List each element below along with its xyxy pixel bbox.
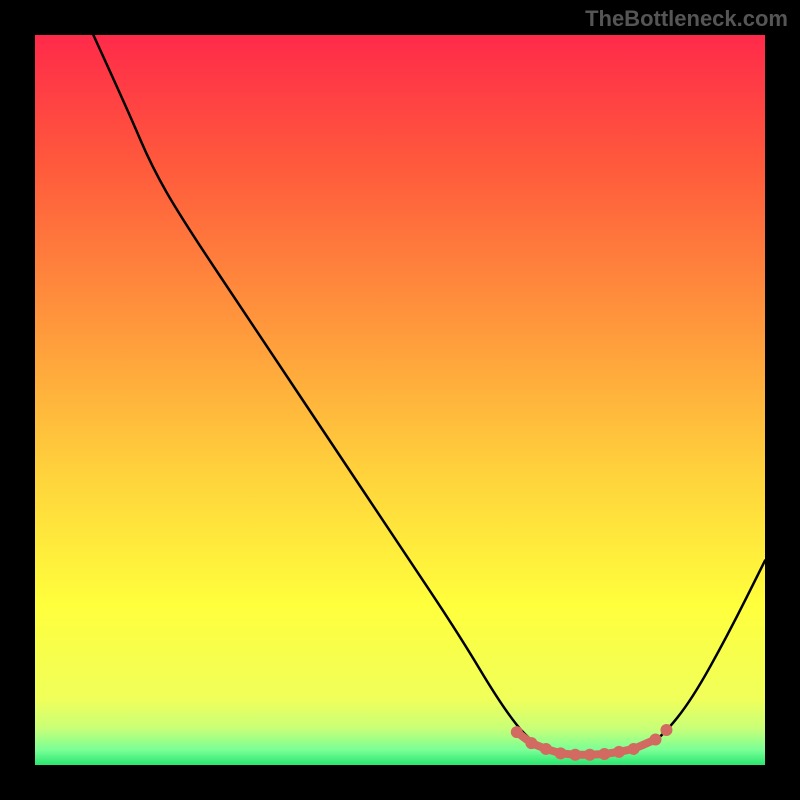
marker-dot [511,726,523,738]
chart-overlay [0,0,800,800]
marker-dot [650,733,662,745]
marker-dot [660,724,672,736]
marker-dot [555,747,567,759]
marker-dot [569,749,581,761]
watermark-text: TheBottleneck.com [585,6,788,32]
marker-dot [525,737,537,749]
marker-dot [613,746,625,758]
marker-dot [598,748,610,760]
marker-dot [628,743,640,755]
marker-dot [540,743,552,755]
marker-dot [584,749,596,761]
curve-line [93,35,765,755]
